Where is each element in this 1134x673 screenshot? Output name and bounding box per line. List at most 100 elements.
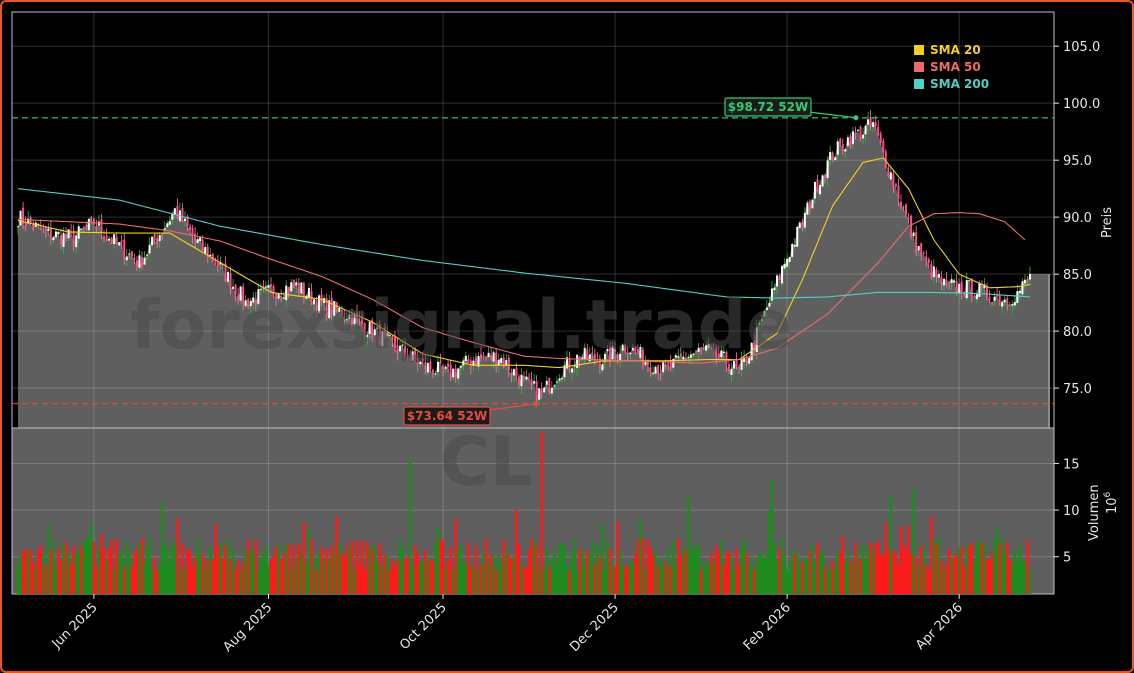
volume-bar [798, 565, 802, 594]
volume-bar [702, 560, 705, 594]
candle-body [611, 346, 614, 360]
x-tick-label: Dec 2025 [567, 600, 622, 655]
candle-body [998, 295, 1001, 305]
volume-bar [19, 555, 22, 594]
volume-bar [570, 551, 574, 594]
volume-bar [512, 556, 516, 594]
volume-bar [163, 544, 167, 594]
volume-bar [548, 566, 551, 594]
candle-body [902, 206, 905, 208]
volume-bar [39, 544, 43, 594]
volume-bar [282, 552, 285, 594]
volume-bar [110, 540, 113, 594]
candle-body [267, 284, 270, 288]
volume-bar [168, 560, 172, 594]
volume-bar [780, 538, 784, 594]
volume-bar [178, 569, 182, 594]
volume-bar [930, 516, 933, 594]
candle-body [247, 298, 250, 308]
candle-body [515, 368, 518, 376]
volume-bar [811, 544, 814, 594]
volume-bar [216, 545, 220, 594]
candle-body [692, 353, 695, 355]
volume-bar [565, 564, 569, 594]
candle-body [836, 141, 839, 155]
volume-bar [970, 542, 974, 594]
volume-bar [494, 570, 498, 594]
volume-bar [864, 559, 867, 594]
volume-bar [515, 509, 518, 594]
price-tick-label: 95.0 [1063, 154, 1092, 169]
volume-bar [666, 547, 670, 594]
volume-bar [727, 552, 731, 594]
candle-body [242, 286, 245, 305]
candle-body [234, 284, 237, 295]
volume-bar [927, 569, 931, 594]
volume-bar [176, 517, 179, 594]
volume-bar [694, 542, 698, 594]
candle-body [65, 233, 68, 238]
volume-bar [206, 559, 210, 594]
candle-body [1021, 281, 1024, 295]
volume-bar [289, 569, 293, 594]
price-tick-label: 80.0 [1063, 325, 1092, 340]
volume-bar [669, 565, 673, 594]
candle-body [105, 235, 108, 239]
candle-body [732, 361, 735, 369]
volume-bar [365, 540, 369, 594]
volume-bar [611, 561, 614, 594]
volume-bar [343, 556, 346, 594]
volume-bar [74, 553, 78, 594]
candle-body [786, 258, 789, 267]
volume-bar [803, 557, 807, 594]
volume-bar [646, 540, 650, 594]
candle-body [19, 210, 22, 226]
candle-body [937, 273, 940, 278]
volume-bar [254, 539, 258, 594]
candle-body [168, 221, 171, 225]
volume-bar [795, 552, 799, 594]
candle-body [553, 385, 556, 387]
candle-body [295, 282, 298, 286]
candle-body [770, 288, 773, 301]
volume-bar [325, 549, 328, 594]
candle-body [49, 228, 52, 240]
volume-bar [542, 569, 546, 594]
candle-body [189, 226, 192, 231]
price-tick-label: 105.0 [1063, 40, 1100, 55]
volume-bar [173, 545, 177, 594]
candle-body [953, 280, 956, 283]
candle-body [72, 230, 75, 245]
volume-bar [851, 565, 855, 594]
volume-bar [975, 541, 979, 594]
volume-bar [522, 566, 526, 594]
candle-body [581, 357, 584, 360]
candle-body [892, 173, 895, 187]
volume-bar [537, 567, 541, 594]
volume-bar [36, 549, 40, 594]
volume-bar [272, 555, 275, 594]
volume-bar [806, 558, 809, 594]
candle-body [457, 368, 460, 379]
price-panel: 75.0 80.0 85.0 90.0 95.0 100.0 105.0 $98.72 52W… [11, 11, 1100, 429]
volume-bar [833, 568, 837, 594]
volume-bar [140, 538, 144, 594]
candle-body [695, 350, 698, 352]
volume-bar [899, 526, 903, 594]
volume-bar [77, 548, 81, 594]
volume-bar [861, 544, 865, 594]
candle-body [54, 231, 57, 238]
volume-bar [838, 551, 842, 594]
volume-bar [120, 550, 124, 594]
volume-bar [353, 568, 356, 594]
volume-bar [158, 566, 161, 594]
candle-body [128, 253, 131, 255]
candle-body [1013, 302, 1016, 306]
volume-bar [269, 560, 273, 594]
candle-body [819, 184, 822, 195]
volume-bar [102, 547, 106, 594]
volume-bar [302, 522, 306, 594]
candle-body [869, 116, 872, 125]
volume-bar [224, 545, 227, 594]
volume-bar [363, 569, 366, 594]
